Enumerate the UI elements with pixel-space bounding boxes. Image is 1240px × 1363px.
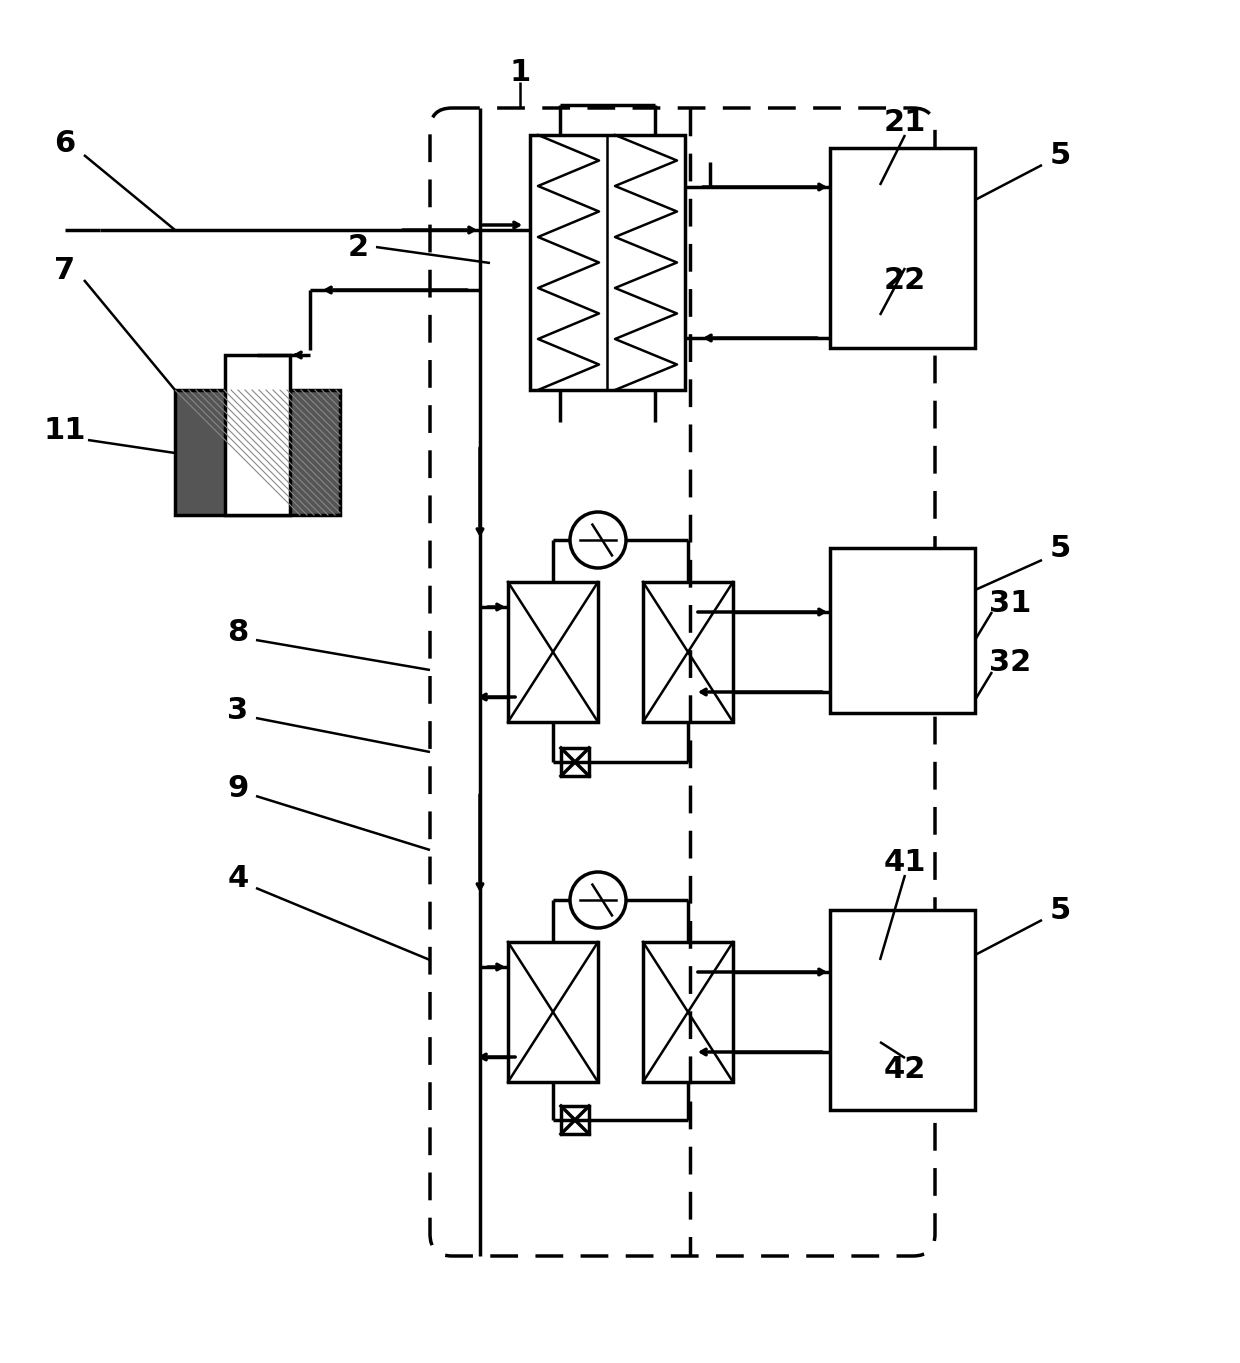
Text: 2: 2: [347, 233, 368, 262]
Bar: [830, 548, 975, 713]
Text: 1: 1: [510, 57, 531, 86]
Text: 21: 21: [884, 108, 926, 136]
Text: 7: 7: [55, 255, 76, 285]
Text: 5: 5: [1049, 140, 1070, 169]
Text: 6: 6: [55, 128, 76, 158]
Text: 5: 5: [1049, 895, 1070, 924]
Bar: [644, 582, 733, 722]
Text: 22: 22: [884, 266, 926, 294]
Bar: [529, 135, 684, 390]
Bar: [560, 748, 589, 776]
Bar: [175, 390, 340, 515]
Bar: [830, 149, 975, 348]
Text: 8: 8: [227, 617, 249, 646]
Text: 11: 11: [43, 416, 87, 444]
Text: 32: 32: [988, 647, 1032, 676]
Text: 4: 4: [227, 864, 249, 893]
Text: 31: 31: [988, 589, 1032, 617]
Bar: [830, 910, 975, 1109]
Bar: [508, 582, 598, 722]
Bar: [508, 942, 598, 1082]
Bar: [644, 942, 733, 1082]
Bar: [560, 1105, 589, 1134]
Bar: [224, 354, 290, 515]
Text: 41: 41: [884, 848, 926, 876]
Text: 3: 3: [227, 695, 248, 725]
Text: 9: 9: [227, 773, 249, 803]
Text: 42: 42: [884, 1055, 926, 1085]
Text: 5: 5: [1049, 533, 1070, 563]
